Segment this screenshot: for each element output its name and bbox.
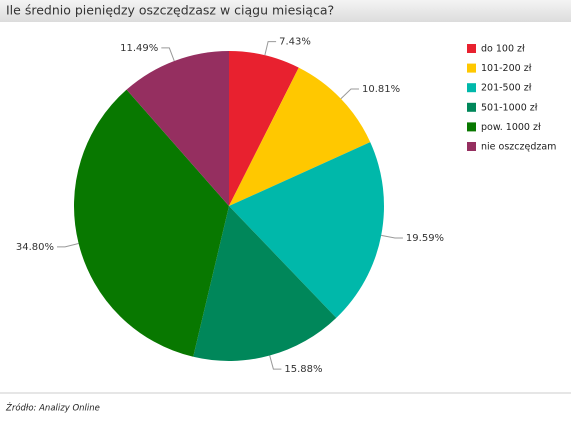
legend-label: 201-500 zł [481,83,532,94]
data-label: 10.81% [362,84,400,95]
legend-swatch [467,83,476,93]
source-note: Źródło: Analizy Online [5,402,100,414]
legend-label: 501-1000 zł [481,102,538,113]
leader-line [264,41,277,56]
leader-line [340,88,359,100]
legend-label: do 100 zł [481,44,525,55]
data-label: 11.49% [120,43,158,54]
legend-swatch [467,63,476,73]
leader-line [161,47,175,62]
pie-slice [73,89,229,357]
legend-swatch [467,102,476,112]
title-bar [0,0,571,22]
legend-label: nie oszczędzam [481,142,556,153]
legend-swatch [467,122,476,132]
data-label: 15.88% [284,364,322,375]
pie-slice [229,67,371,206]
data-label: 34.80% [16,242,54,253]
legend-label: 101-200 zł [481,63,532,74]
pie-slice [193,206,337,362]
data-label: 7.43% [279,37,311,48]
pie-slice [229,142,385,318]
leader-line [381,234,403,239]
leader-line [269,355,282,370]
legend-swatch [467,142,476,151]
legend-swatch [467,44,476,53]
pie-slice [126,51,229,206]
chart-title: Ile średnio pieniędzy oszczędzasz w ciąg… [6,3,334,18]
legend-label: pow. 1000 zł [481,122,541,133]
data-label: 19.59% [406,233,444,244]
pie-slice [229,51,299,206]
leader-line [57,243,79,248]
